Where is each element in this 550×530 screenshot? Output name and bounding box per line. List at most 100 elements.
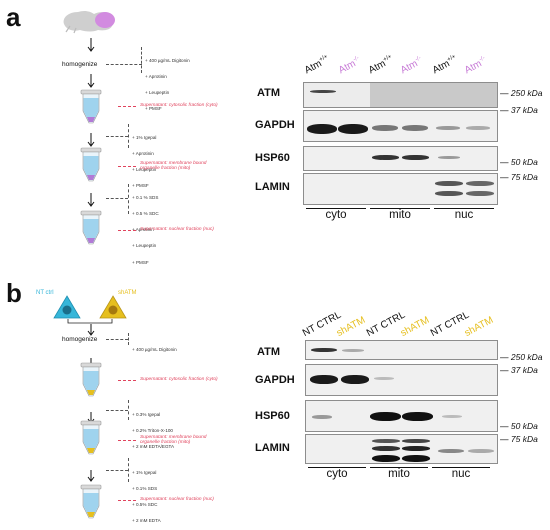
blot-gapdh-a [303,110,498,142]
reagent: + 1% Igepal [132,134,157,140]
fraction-link-1-b [118,380,136,381]
reagent: + PMSF [132,183,149,189]
marker-text: 75 kDa [510,172,538,182]
cell-ntctrl-icon [53,295,81,319]
buffer-link-3-b [106,470,128,471]
marker-text: 50 kDa [510,421,538,431]
fraction-label-cyto-b: Supernatant: cytosolic fraction (cyto) [140,377,218,382]
tube-nuc-b [80,484,102,519]
fraction-label-mito-a: Supernatant: membrane bound organelle fr… [140,161,207,172]
fraction-label-mito-b: Supernatant: membrane bound organelle fr… [140,435,207,446]
blot-atm-a [303,82,498,108]
reagent: + PMSF [145,106,162,112]
lane-label-a-5: Atm+/+ [431,54,460,76]
group-line-mito-b [370,467,428,468]
lane-label-a-3: Atm+/+ [367,54,396,76]
fraction-link-2-b [118,440,136,441]
marker-text: 75 kDa [510,434,538,444]
reagent: + Leupeptin [132,243,157,249]
homogenize-step-b: homogenize [62,336,98,343]
reagent: + 1% Igepal [132,469,157,475]
group-label-mito-b: mito [388,468,410,480]
reagent: + Aprotinin [132,227,154,233]
tube-cyto-a [80,89,102,124]
blot-atm-b [305,340,498,360]
marker-text: 50 kDa [510,157,538,167]
buffer-list-1-b: + 400 µg/mL Digitonin [132,336,177,358]
lane-label-a-2: Atm-/- [337,55,363,76]
workflow-arrows-a [87,38,95,207]
tube-nuc-a [80,210,102,245]
blot-gapdh-b [305,364,498,396]
fraction-link-2-a [118,166,136,167]
merge-bracket-icon [67,319,113,324]
mouse-brain-icon [63,10,115,34]
buffer-bracket-1-b [128,333,129,345]
buffer-link-2-b [106,410,128,411]
group-line-nuc-a [434,208,494,209]
group-label-cyto-a: cyto [325,209,347,221]
buffer-list-3-a: + 0.1 % SDS + 0.5 % SDC + Aprotinin + Le… [132,184,159,271]
reagent: + Leupeptin [132,167,157,173]
fraction-link-1-a [118,106,136,107]
blot-lamin-a [303,173,498,205]
tube-mito-a [80,147,102,182]
reagent: + 0.1 % SDS [132,194,159,200]
fraction-label-cyto-a: Supernatant: cytosolic fraction (cyto) [140,103,218,108]
buffer-bracket-3-a [128,184,129,214]
row-label-lamin-b: LAMIN [255,442,290,454]
lane-genotype: +/+ [382,53,393,64]
marker-text: 250 kDa [510,352,543,362]
marker-75-b: — 75 kDa [500,434,538,444]
row-label-gapdh-b: GAPDH [255,374,295,386]
group-label-nuc-a: nuc [454,209,474,221]
buffer-bracket-2-a [128,124,129,148]
reagent: + Aprotinin [132,151,154,157]
reagent: + 0.1% SDS [132,486,158,492]
buffer-link-1-b [106,339,128,340]
reagent: + 0.5 % SDC [132,211,159,217]
marker-250-a: — 250 kDa [500,88,543,98]
row-label-atm-a: ATM [257,87,281,99]
reagent: + 400 µg/mL Digitonin [145,57,190,63]
reagent: + PMSF [132,259,149,265]
buffer-bracket-3-b [128,458,129,482]
group-label-cyto-b: cyto [326,468,348,480]
reagent: + 2 mM EDTA/EGTA [132,444,175,450]
cell-label-shatm: shATM [118,290,137,296]
fraction-link-3-b [118,500,136,501]
buffer-list-2-b: + 0.3% Igepal + 0.2% Triton-X-100 + 2 mM… [132,401,174,455]
buffer-link-2-a [106,136,128,137]
reagent: + 0.2% Triton-X-100 [132,428,173,434]
buffer-link-3-a [106,198,128,199]
group-line-cyto-b [308,467,366,468]
reagent: + 0.3% Igepal [132,411,161,417]
marker-text: 37 kDa [510,105,538,115]
buffer-list-3-b: + 1% Igepal + 0.1% SDS + 0.5% SDC + 2 mM… [132,459,161,529]
lane-label-a-6: Atm-/- [463,55,489,76]
blot-hsp60-b [305,400,498,432]
marker-37-b: — 37 kDa [500,365,538,375]
lane-genotype: +/+ [446,53,457,64]
group-line-nuc-b [432,467,490,468]
buffer-list-1-a: + 400 µg/mL Digitonin + Aprotinin + Leup… [145,47,190,117]
fraction-label-nuc-b: Supernatant: nuclear fraction (nuc) [140,497,214,502]
row-label-lamin-a: LAMIN [255,181,290,193]
marker-text: 250 kDa [510,88,543,98]
marker-250-b: — 250 kDa [500,352,543,362]
lane-label-a-4: Atm-/- [399,55,425,76]
row-label-hsp60-a: HSP60 [255,152,290,164]
cell-label-ntctrl: NT ctrl [36,290,54,296]
panel-b-letter: b [6,278,22,308]
reagent: + 2 mM EDTA [132,518,161,524]
group-label-nuc-b: nuc [451,468,471,480]
blot-lamin-b [305,434,498,464]
fraction-label-nuc-a: Supernatant: nuclear fraction (nuc) [140,227,214,232]
group-line-cyto-a [306,208,366,209]
marker-37-a: — 37 kDa [500,105,538,115]
lane-genotype: +/+ [318,53,329,64]
buffer-bracket-2-b [128,400,129,420]
marker-50-b: — 50 kDa [500,421,538,431]
reagent: + Leupeptin [145,90,170,96]
blot-hsp60-a [303,146,498,171]
